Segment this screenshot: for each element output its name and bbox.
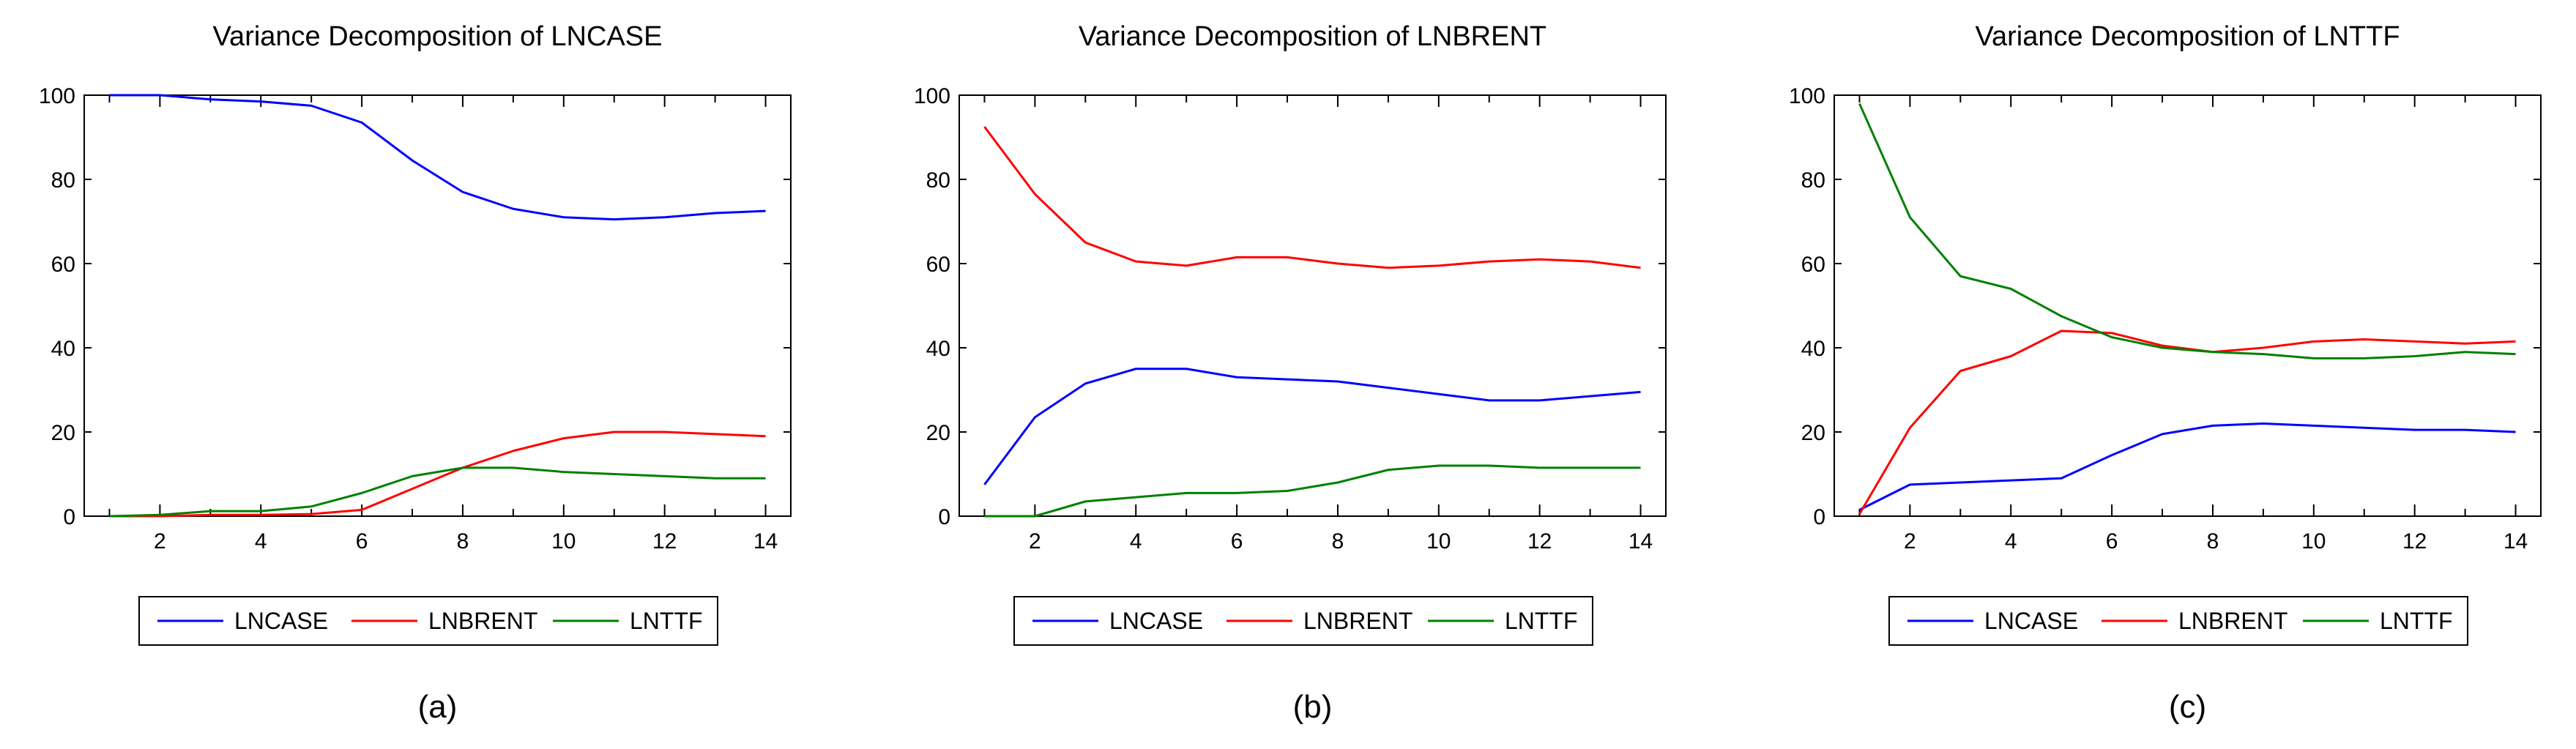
- series-line-lnbrent: [1858, 329, 2516, 515]
- y-tick-label: 0: [63, 505, 75, 529]
- x-tick-label: 6: [1231, 529, 1243, 554]
- x-tick-label: 4: [2005, 529, 2017, 554]
- x-tick-label: 10: [2301, 529, 2326, 554]
- legend-label: LNTTF: [1505, 608, 1578, 634]
- x-tick-label: 12: [2402, 529, 2427, 554]
- y-tick-label: 20: [926, 421, 950, 445]
- x-tick-label: 4: [255, 529, 267, 554]
- series-line-lnttf: [984, 464, 1641, 518]
- y-tick-label: 20: [51, 421, 75, 445]
- plot-frame: [1834, 94, 2542, 517]
- chart-panel-0: Variance Decomposition of LNCASE 0 20 40 60 8…: [0, 0, 858, 749]
- y-tick-label: 80: [1801, 168, 1825, 193]
- x-tick-label: 14: [1628, 529, 1653, 554]
- series-line-lnbrent: [983, 126, 1641, 269]
- y-tick-label: 100: [1789, 84, 1825, 108]
- chart-caption: (c): [2169, 689, 2206, 725]
- x-tick-label: 14: [2504, 529, 2528, 554]
- chart-panel-1: Variance Decomposition of LNBRENT 0 20 40 60…: [875, 0, 1733, 749]
- x-tick-label: 2: [1904, 529, 1916, 554]
- y-tick-label: 60: [1801, 253, 1825, 277]
- legend-label: LNBRENT: [2178, 608, 2287, 634]
- x-tick-label: 2: [154, 529, 166, 554]
- x-tick-label: 8: [457, 529, 469, 554]
- x-tick-label: 8: [1332, 529, 1344, 554]
- legend-label: LNCASE: [1109, 608, 1203, 634]
- legend-box: [138, 596, 718, 646]
- series-line-lncase: [983, 368, 1641, 485]
- y-tick-label: 100: [914, 84, 950, 108]
- series-line-lnttf: [109, 466, 766, 518]
- series-line-lncase: [109, 94, 766, 221]
- x-tick-label: 10: [551, 529, 576, 554]
- y-tick-label: 0: [938, 505, 950, 529]
- y-tick-label: 40: [1801, 337, 1825, 361]
- chart-svg-0: Variance Decomposition of LNCASE 0 20 40 60 8…: [39, 21, 792, 725]
- chart-panel-2: Variance Decomposition of LNTTF 0 20 40 60 80…: [1750, 0, 2576, 749]
- x-tick-label: 6: [2106, 529, 2118, 554]
- x-tick-label: 12: [652, 529, 677, 554]
- legend-label: LNTTF: [2380, 608, 2453, 634]
- x-tick-label: 4: [1130, 529, 1142, 554]
- series-line-lncase: [1858, 422, 2516, 511]
- y-tick-label: 40: [926, 337, 950, 361]
- legend-box: [1888, 596, 2468, 646]
- y-tick-label: 40: [51, 337, 75, 361]
- legend-label: LNTTF: [630, 608, 703, 634]
- plot-frame: [83, 94, 792, 517]
- x-tick-label: 8: [2207, 529, 2219, 554]
- y-tick-label: 20: [1801, 421, 1825, 445]
- x-tick-label: 14: [753, 529, 778, 554]
- chart-caption: (a): [418, 689, 458, 725]
- x-tick-label: 2: [1029, 529, 1041, 554]
- x-tick-label: 12: [1527, 529, 1552, 554]
- legend-label: LNCASE: [1984, 608, 2078, 634]
- legend-box: [1013, 596, 1593, 646]
- y-tick-label: 0: [1813, 505, 1825, 529]
- plot-frame: [958, 94, 1667, 517]
- chart-title: Variance Decomposition of LNCASE: [213, 21, 663, 52]
- y-tick-label: 80: [926, 168, 950, 193]
- legend-label: LNBRENT: [1303, 608, 1412, 634]
- legend-label: LNCASE: [234, 608, 328, 634]
- y-tick-label: 80: [51, 168, 75, 193]
- legend-label: LNBRENT: [428, 608, 537, 634]
- chart-title: Variance Decomposition of LNTTF: [1975, 21, 2400, 52]
- chart-svg-2: Variance Decomposition of LNTTF 0 20 40 60 80…: [1789, 21, 2542, 725]
- x-tick-label: 6: [356, 529, 368, 554]
- y-tick-label: 100: [39, 84, 75, 108]
- chart-svg-1: Variance Decomposition of LNBRENT 0 20 40 60…: [914, 21, 1667, 725]
- series-line-lnbrent: [109, 431, 766, 518]
- y-tick-label: 60: [51, 253, 75, 277]
- y-tick-label: 60: [926, 253, 950, 277]
- chart-caption: (b): [1293, 689, 1333, 725]
- chart-title: Variance Decomposition of LNBRENT: [1079, 21, 1546, 52]
- series-line-lnttf: [1858, 103, 2516, 359]
- x-tick-label: 10: [1426, 529, 1451, 554]
